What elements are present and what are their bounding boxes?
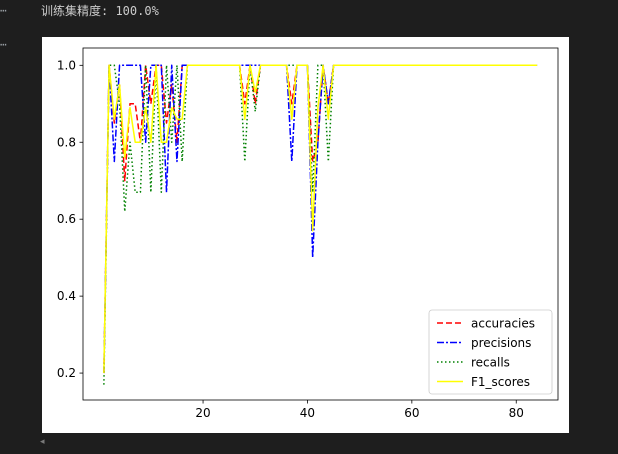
- legend-box: [428, 309, 553, 395]
- legend-label-F1_scores: F1_scores: [471, 375, 530, 389]
- x-tick-label: 80: [509, 406, 524, 420]
- y-tick-label: 0.2: [57, 366, 76, 380]
- plot-output: 20 40 60 80 0.2 0.4 0.6 0.8 1.0 accuracies precisi…: [42, 37, 569, 433]
- legend-label-accuracies: accuracies: [471, 317, 535, 331]
- y-tick-label: 1.0: [57, 58, 76, 72]
- line-chart: 20 40 60 80 0.2 0.4 0.6 0.8 1.0 accuracies precisi…: [57, 47, 559, 420]
- series-line-F1_scores: [103, 64, 538, 374]
- y-tick-label: 0.6: [57, 212, 76, 226]
- axes-frame: [82, 47, 559, 401]
- x-tick-label: 60: [404, 406, 419, 420]
- x-tick-label: 20: [195, 406, 210, 420]
- x-tick-label: 40: [300, 406, 315, 420]
- cell-gutter-menu-2[interactable]: ⋯: [0, 38, 7, 51]
- y-tick-label: 0.8: [57, 135, 76, 149]
- stdout-text: 训练集精度: 100.0%: [41, 4, 159, 18]
- legend-label-recalls: recalls: [471, 356, 510, 370]
- legend-label-precisions: precisions: [471, 336, 531, 350]
- y-tick-label: 0.4: [57, 289, 76, 303]
- scroll-left-arrow-icon[interactable]: ◂: [40, 437, 45, 447]
- cell-gutter-menu-1[interactable]: ⋯: [0, 4, 7, 17]
- series-line-recalls: [103, 64, 538, 385]
